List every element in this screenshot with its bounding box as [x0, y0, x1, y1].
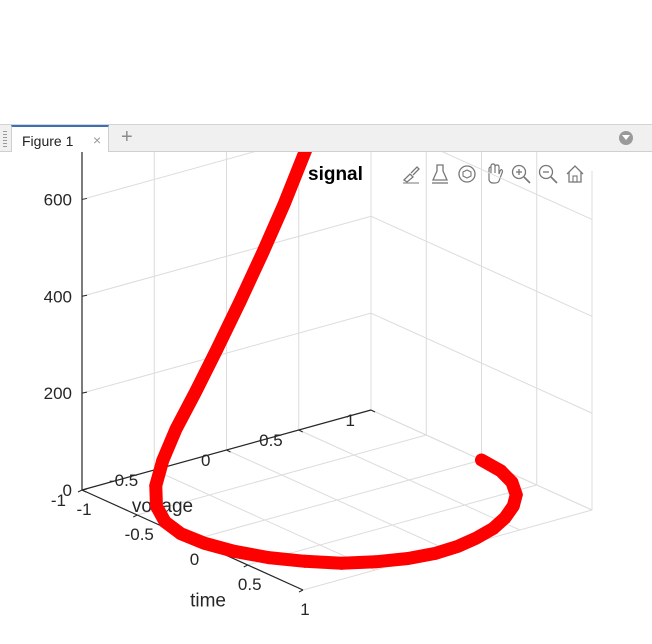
data-point-marker [470, 531, 484, 545]
upper-axes: 10.50-0.5-10.50-0.5-1timevoltage [0, 0, 652, 124]
x-tick-label: 1 [300, 600, 309, 619]
data-point-marker [256, 245, 270, 259]
x-axis-label: time [190, 591, 226, 612]
x-tick-mark [243, 564, 248, 568]
tab-label: Figure 1 [22, 133, 74, 149]
data-point-marker [158, 515, 172, 529]
grid-line [298, 429, 520, 531]
data-point-marker [174, 527, 188, 541]
z-tick-mark [81, 197, 88, 200]
grid-line [226, 449, 448, 551]
data-point-marker [149, 479, 163, 493]
zoom-out-icon[interactable] [537, 162, 559, 186]
data-point-marker [210, 342, 224, 356]
data-point-marker [149, 499, 163, 513]
series-line [149, 152, 523, 570]
figure-tab-bar: Figure 1 × + [0, 124, 652, 152]
pan-hand-icon[interactable] [483, 162, 505, 186]
add-tab-icon[interactable]: + [121, 126, 133, 148]
data-tips-icon[interactable] [429, 162, 451, 186]
data-point-marker [506, 499, 520, 513]
y-tick-label: -1 [51, 491, 66, 510]
grid-line [81, 312, 593, 414]
y-tick-mark [298, 429, 303, 433]
y-tick-label: 1 [346, 411, 355, 430]
data-point-marker [277, 198, 291, 212]
data-point-marker [498, 511, 512, 525]
axes-3d[interactable]: 10.50-0.5-110.50-0.5-10200400600timevolt… [0, 152, 652, 644]
grid-line [81, 215, 593, 317]
data-point-marker [505, 475, 519, 489]
brush-icon[interactable] [400, 162, 422, 186]
x-tick-label: -1 [76, 500, 91, 519]
x-tick-mark [133, 514, 138, 518]
y-tick-label: -0.5 [109, 471, 138, 490]
x-tick-mark [298, 589, 304, 593]
z-tick-mark [81, 294, 88, 297]
data-point-marker [156, 454, 170, 468]
zoom-in-icon[interactable] [510, 162, 532, 186]
data-point-marker [486, 522, 500, 535]
z-tick-label: 200 [44, 384, 72, 403]
y-tick-label: 0.5 [259, 431, 283, 450]
y-tick-label: 0 [201, 451, 210, 470]
data-point-marker [494, 464, 508, 478]
z-tick-label: 400 [44, 287, 72, 306]
data-point-marker [475, 453, 488, 467]
z-tick-label: 0 [63, 481, 72, 500]
data-point-marker [451, 539, 465, 553]
y-tick-mark [226, 449, 231, 453]
grid-line [247, 484, 537, 566]
z-tick-label: 600 [44, 190, 72, 209]
rotate-3d-icon[interactable] [456, 162, 478, 186]
x-tick-mark [77, 489, 83, 493]
grid-line [81, 152, 593, 220]
data-point-marker [262, 551, 276, 565]
data-point-marker [298, 554, 312, 568]
data-point-marker [369, 555, 383, 569]
z-tick-mark [81, 488, 88, 491]
close-icon[interactable]: × [93, 132, 102, 148]
data-point-marker [509, 488, 523, 502]
data-point-marker [233, 294, 247, 308]
plot-title: signal [308, 164, 363, 185]
data-point-marker [293, 158, 307, 172]
upper-figure-partial: 10.50-0.5-10.50-0.5-1timevoltage [0, 0, 652, 124]
data-point-marker [227, 544, 241, 558]
drag-grip-icon[interactable] [3, 131, 7, 147]
x-tick-label: -0.5 [125, 525, 154, 544]
data-point-marker [429, 546, 443, 560]
x-tick-label: 0 [190, 550, 199, 569]
figure-canvas: signal [0, 152, 652, 644]
home-icon[interactable] [564, 162, 586, 186]
data-point-marker [401, 552, 415, 565]
z-tick-mark [81, 391, 88, 394]
y-tick-mark [370, 409, 376, 413]
data-point-marker [197, 536, 211, 550]
data-point-marker [335, 556, 349, 570]
data-point-marker [169, 422, 183, 436]
dropdown-circle-icon[interactable] [619, 131, 633, 145]
tab-figure-1[interactable]: Figure 1 × [11, 125, 109, 152]
data-point-marker [188, 385, 202, 399]
x-tick-label: 0.5 [238, 575, 262, 594]
